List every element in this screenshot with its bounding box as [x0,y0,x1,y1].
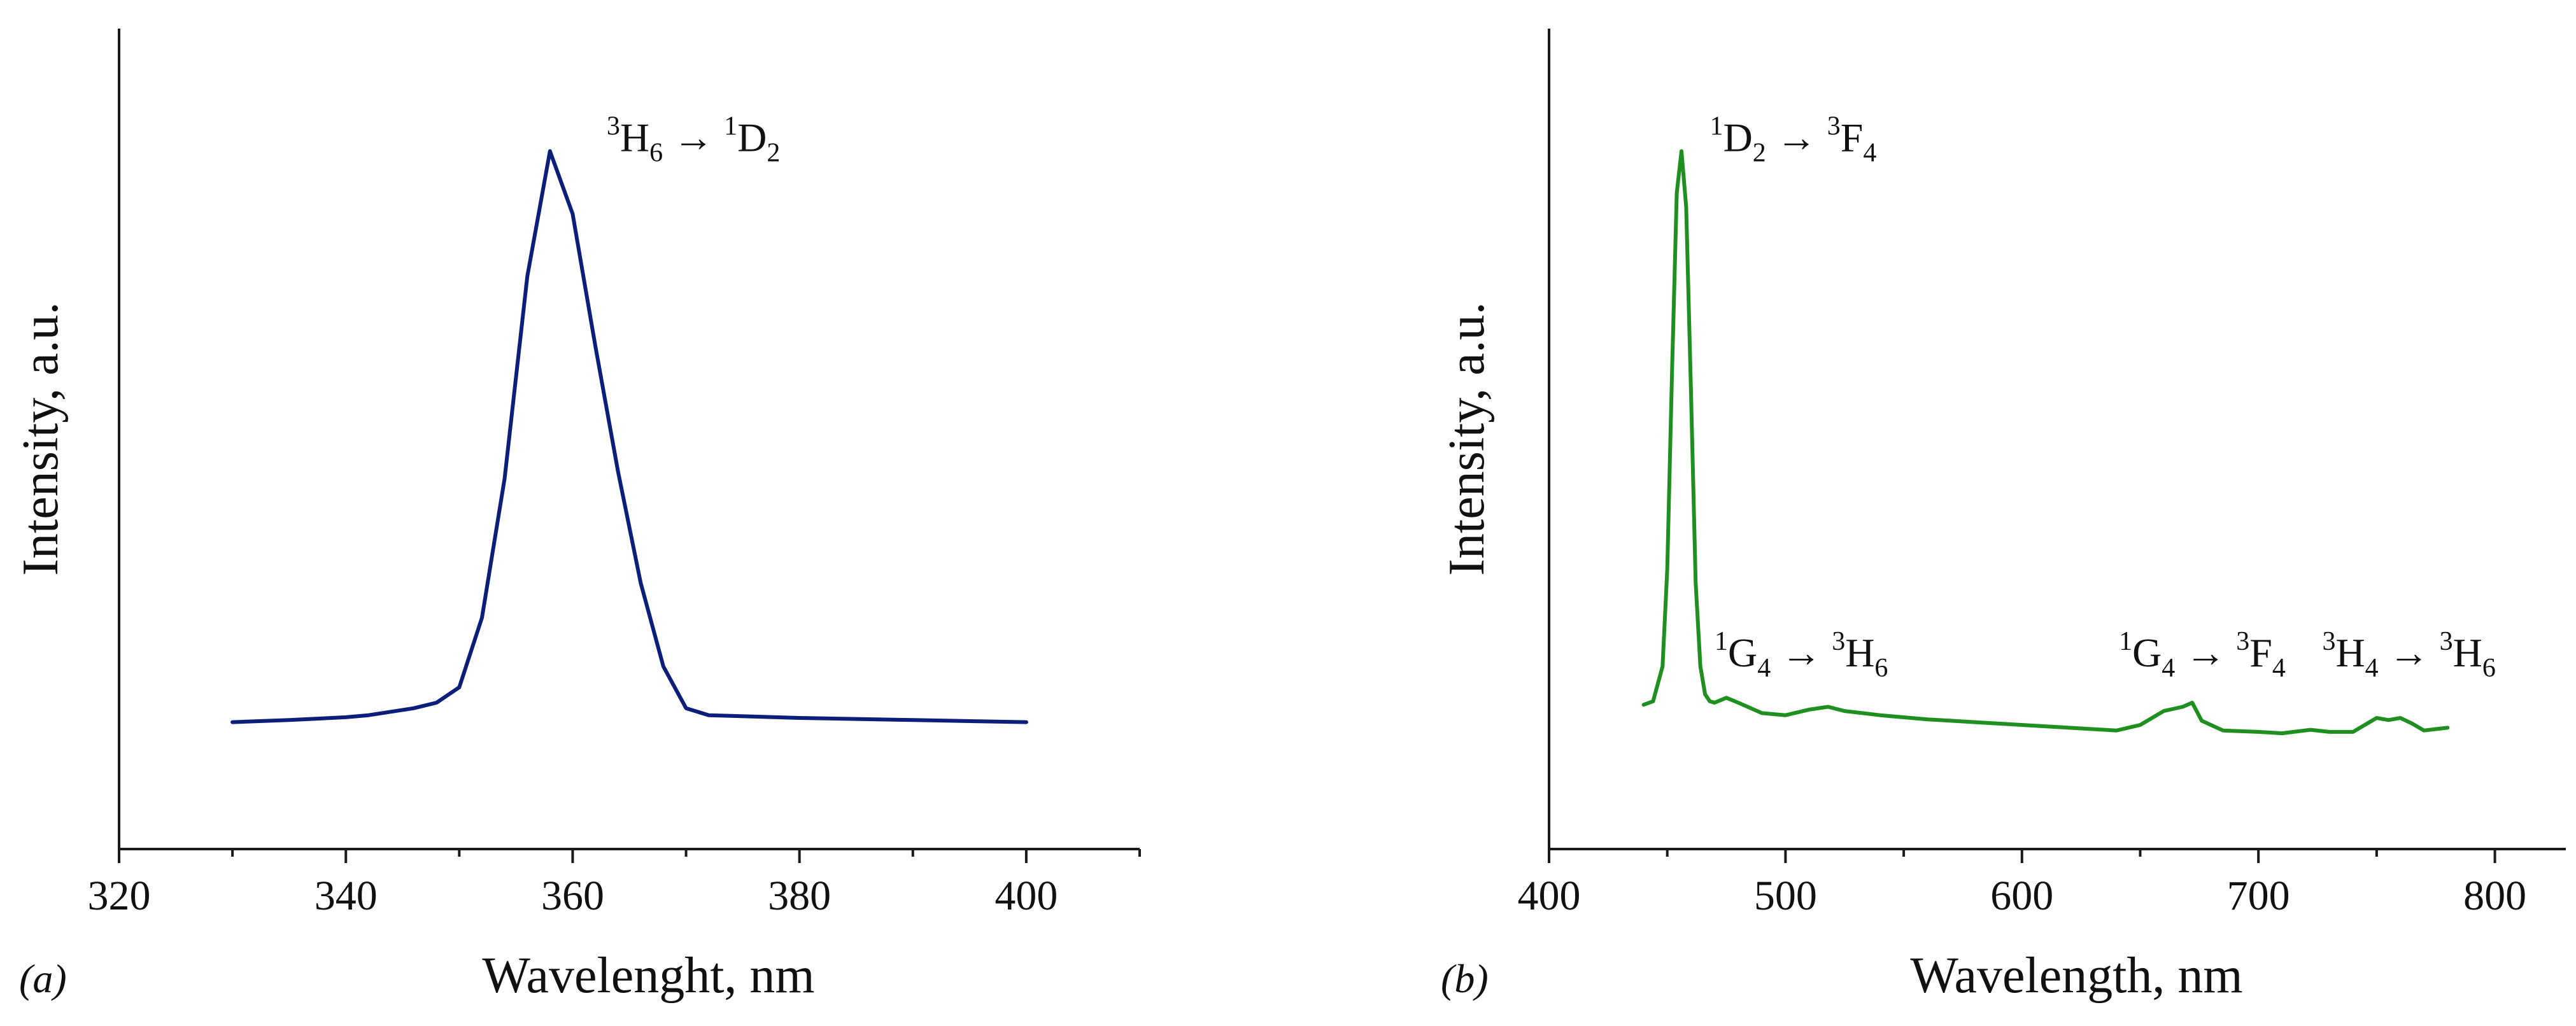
x-tick-label: 380 [768,873,831,919]
x-tick-label: 700 [2227,873,2290,919]
transition-label: 3H4 → 3H6 [2322,627,2495,683]
x-tick-label: 600 [1990,873,2053,919]
x-tick-label: 340 [315,873,378,919]
x-tick-label: 400 [994,873,1058,919]
transition-label: 1G4 → 3H6 [1715,627,1888,683]
x-tick-label: 800 [2463,873,2526,919]
y-axis-title: Intensity, a.u. [13,302,69,575]
x-tick-label: 320 [88,873,151,919]
panel-label: (b) [1441,956,1489,1001]
panel-label: (a) [19,956,67,1001]
series-line-excitation [230,149,1028,724]
transition-label: 1D2 → 3F4 [1710,112,1877,168]
transition-label: 1G4 → 3F4 [2119,627,2286,683]
panel-a: 320 340 360 380 400 Wavelenght, nm Intensity, … [13,29,1141,1004]
x-axis-title: Wavelenght, nm [482,948,814,1004]
x-tick-label: 500 [1754,873,1817,919]
transition-label: 3H6 → 1D2 [607,112,780,168]
x-tick-label: 400 [1518,873,1581,919]
series-line-emission [1641,149,2450,736]
x-axis-title: Wavelength, nm [1910,948,2242,1004]
y-axis-title: Intensity, a.u. [1439,302,1495,575]
x-tick-label: 360 [541,873,604,919]
panel-b: 400 500 600 700 800 Wavelength, nm Intensity, … [1439,29,2566,1004]
